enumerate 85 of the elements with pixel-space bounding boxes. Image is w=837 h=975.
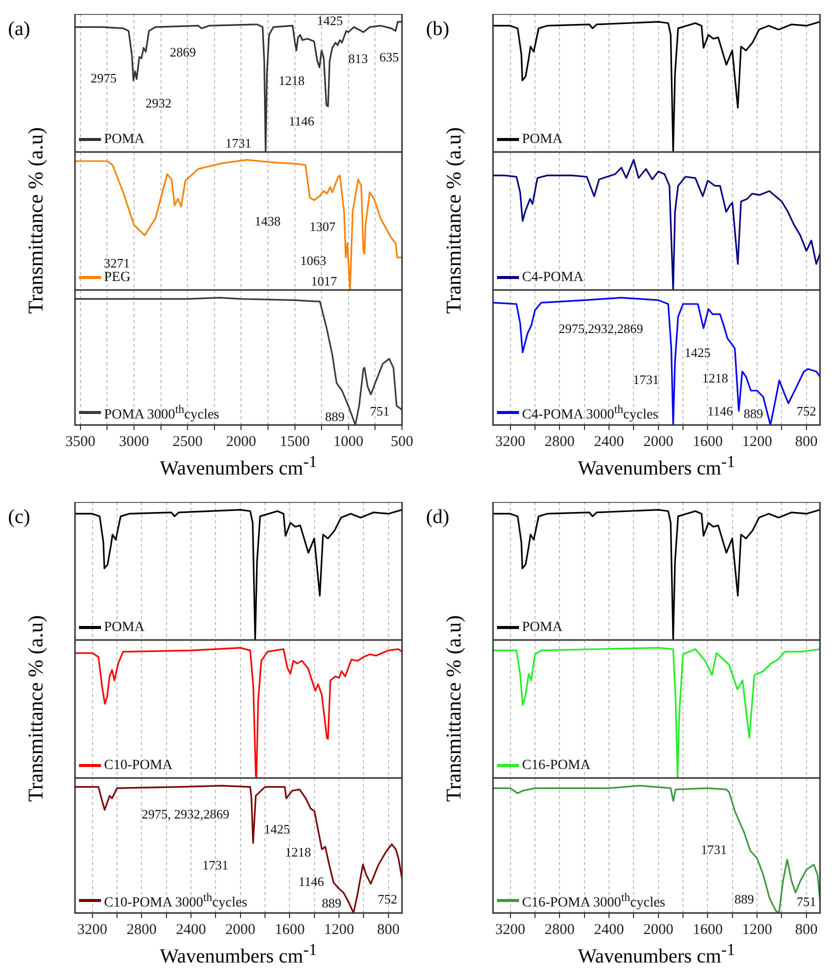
x-tick-label: 2800 (544, 922, 575, 938)
annotation: 1146 (707, 404, 734, 419)
annotation: 1063 (300, 252, 326, 268)
annotation: 1425 (264, 822, 290, 837)
annotation: 889 (734, 892, 754, 907)
legend-label: POMA 3000$^{th}$cycles (104, 402, 220, 424)
legend-label: C4-POMA (522, 269, 584, 286)
legend-label: POMA (104, 619, 144, 636)
y-axis-title: Transmittance % (a.u) (442, 615, 466, 802)
annotation: 889 (325, 408, 345, 424)
annotation: 1425 (684, 345, 710, 360)
text: (b) (426, 18, 450, 41)
y-axis-title: Transmittance % (a.u) (24, 615, 48, 802)
annotation: 2975,2932,2869 (558, 320, 644, 336)
x-tick-label: 2800 (544, 434, 575, 450)
x-axis-title: Wavenumbers cm$^{-1}$ (576, 451, 736, 480)
x-tick-label: 3200 (495, 434, 526, 450)
x-tick-label: 2400 (594, 922, 624, 938)
legend-label: C16-POMA (522, 757, 590, 774)
x-tick-label: 1600 (692, 922, 723, 938)
x-tick-label: 2500 (172, 434, 203, 450)
legend-label: POMA (104, 131, 144, 148)
legend-label: C16-POMA 3000$^{th}$cycles (522, 890, 666, 912)
x-tick-label: 500 (390, 434, 414, 450)
legend-label: C10-POMA (104, 757, 172, 774)
x-tick-label: 3200 (495, 922, 526, 938)
annotation: 751 (370, 404, 390, 419)
annotation: 1218 (702, 370, 728, 386)
x-tick-label: 2400 (594, 434, 624, 450)
annotation: 1146 (298, 874, 325, 889)
text: (a) (8, 18, 30, 41)
legend-label: POMA (522, 619, 562, 636)
legend-label: PEG (104, 269, 130, 286)
x-tick-label: 1500 (280, 434, 310, 450)
annotation: 2975 (90, 70, 117, 86)
legend-label: POMA (522, 131, 562, 148)
x-tick-label: 2000 (643, 434, 674, 450)
y-axis-title: Transmittance % (a.u) (442, 127, 466, 314)
annotation: 2932 (146, 95, 172, 110)
x-tick-label: 800 (795, 434, 818, 450)
x-tick-label: 1200 (324, 922, 354, 938)
annotation: 635 (379, 50, 399, 65)
annotation: 2869 (170, 44, 196, 60)
x-tick-label: 2400 (176, 922, 206, 938)
annotation: 1017 (310, 274, 338, 289)
annotation: 1146 (288, 113, 315, 128)
annotation: 752 (796, 404, 816, 419)
x-tick-label: 1200 (742, 922, 772, 938)
x-tick-label: 3000 (118, 434, 149, 450)
x-tick-label: 2000 (225, 922, 256, 938)
annotation: 1731 (700, 842, 727, 858)
annotation: 1218 (278, 73, 305, 88)
y-axis-title: Transmittance % (a.u) (24, 127, 48, 314)
x-tick-label: 1000 (333, 434, 364, 450)
x-tick-label: 1600 (274, 922, 305, 938)
legend-label: C4-POMA 3000$^{th}$cycles (522, 402, 658, 424)
annotation: 2975, 2932,2869 (142, 806, 230, 822)
annotation: 1218 (284, 844, 311, 860)
x-tick-label: 1600 (692, 434, 723, 450)
annotation: 889 (744, 406, 764, 422)
annotation: 752 (378, 892, 398, 907)
text: (c) (8, 506, 30, 529)
x-axis-title: Wavenumbers cm$^{-1}$ (158, 451, 318, 480)
x-tick-label: 2000 (643, 922, 674, 938)
annotation: 1731 (633, 372, 660, 387)
annotation: 1731 (202, 857, 228, 872)
annotation: 1731 (225, 136, 252, 151)
x-tick-label: 2000 (226, 434, 256, 450)
text: (d) (426, 506, 450, 529)
x-axis-title: Wavenumbers cm$^{-1}$ (576, 939, 736, 968)
x-tick-label: 2800 (126, 922, 157, 938)
legend-label: C10-POMA 3000$^{th}$cycles (104, 890, 248, 912)
x-tick-label: 800 (795, 922, 818, 938)
annotation: 1425 (316, 13, 343, 28)
x-tick-label: 3200 (77, 922, 108, 938)
annotation: 889 (322, 896, 342, 911)
annotation: 751 (796, 894, 816, 910)
x-tick-label: 3500 (65, 434, 96, 450)
annotation: 3271 (104, 255, 130, 270)
x-axis-title: Wavenumbers cm$^{-1}$ (158, 939, 318, 968)
x-tick-label: 800 (377, 922, 400, 938)
annotation: 813 (348, 50, 368, 66)
annotation: 1438 (254, 214, 281, 229)
annotation: 1307 (310, 218, 336, 234)
x-tick-label: 1200 (742, 434, 772, 450)
